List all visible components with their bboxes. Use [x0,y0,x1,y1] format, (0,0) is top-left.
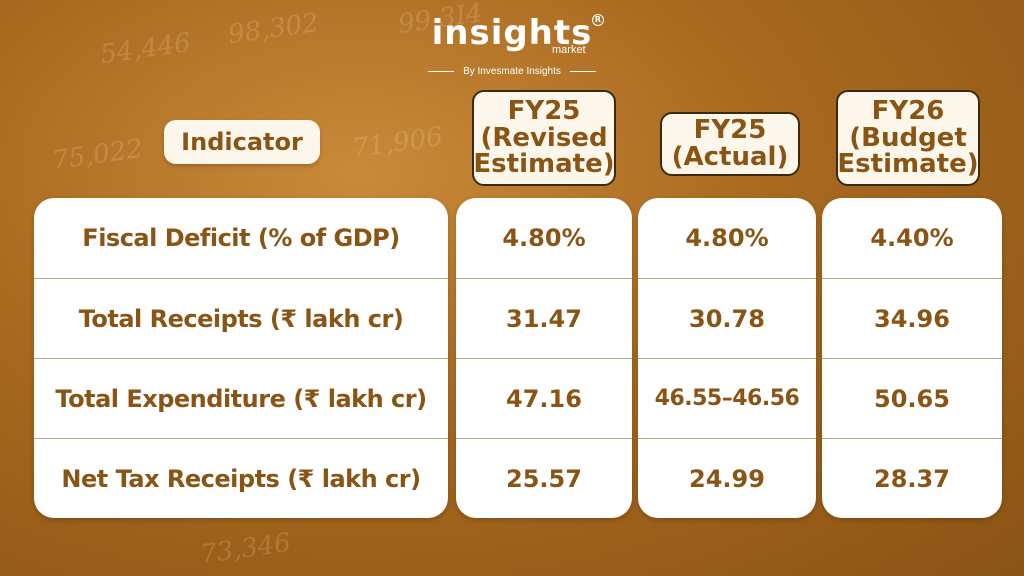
divider [428,70,455,72]
bg-number: 75,022 [50,133,145,177]
table-cell: 31.47 [456,278,632,358]
table-cell: 50.65 [822,358,1002,438]
table-row: Total Expenditure (₹ lakh cr) [34,358,448,438]
byline-text: By Invesmate Insights [463,66,561,77]
table-cell: 4.80% [502,223,586,252]
column-header-fy25-actual: FY25 (Actual) [660,112,800,176]
brand-byline: By Invesmate Insights [0,66,1024,77]
bg-number: 71,906 [350,121,445,165]
table-cell: 28.37 [822,438,1002,518]
fy25-actual-column: 4.80% 30.78 46.55–46.56 24.99 [638,198,816,518]
indicator-header: Indicator [164,120,320,164]
table-row: Fiscal Deficit (% of GDP) [82,223,400,252]
divider [569,70,596,72]
fy25-revised-column: 4.80% 31.47 47.16 25.57 [456,198,632,518]
column-header-fy26-budget: FY26 (Budget Estimate) [836,90,980,186]
table-cell: 25.57 [456,438,632,518]
table-row: Net Tax Receipts (₹ lakh cr) [34,438,448,518]
table-cell: 4.40% [870,223,954,252]
table-cell: 4.80% [685,223,769,252]
table-cell: 34.96 [822,278,1002,358]
table-row: Total Receipts (₹ lakh cr) [34,278,448,358]
brand-logo: insights R [0,14,1024,52]
indicator-column: Fiscal Deficit (% of GDP) Total Receipts… [34,198,448,518]
table-cell: 30.78 [638,278,816,358]
table-cell: 46.55–46.56 [638,358,816,438]
column-header-fy25-revised: FY25 (Revised Estimate) [472,90,616,186]
brand-sub: market [552,44,586,56]
table-cell: 24.99 [638,438,816,518]
table-cell: 47.16 [456,358,632,438]
bg-number: 73,346 [198,527,293,571]
fy26-budget-column: 4.40% 34.96 50.65 28.37 [822,198,1002,518]
registered-icon: R [592,14,605,26]
brand-name: insights [431,13,593,53]
